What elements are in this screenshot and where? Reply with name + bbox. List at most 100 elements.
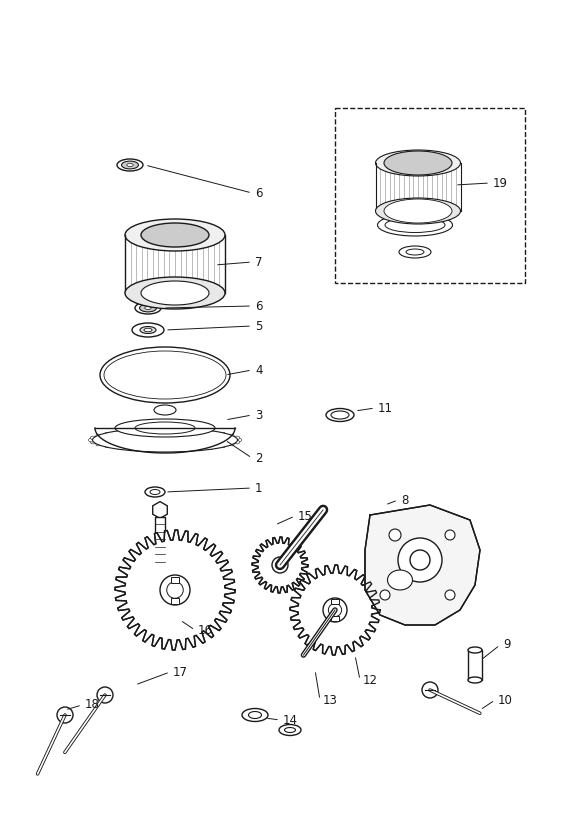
- Ellipse shape: [117, 431, 122, 437]
- Ellipse shape: [227, 441, 234, 446]
- Text: 19: 19: [493, 176, 508, 190]
- Ellipse shape: [131, 429, 136, 436]
- Ellipse shape: [326, 409, 354, 422]
- Ellipse shape: [147, 444, 151, 452]
- Ellipse shape: [131, 444, 136, 451]
- Polygon shape: [290, 565, 380, 655]
- Ellipse shape: [375, 150, 461, 176]
- Ellipse shape: [399, 246, 431, 258]
- Ellipse shape: [147, 428, 151, 436]
- Text: 2: 2: [255, 452, 262, 465]
- Ellipse shape: [163, 444, 167, 452]
- Bar: [171, 597, 179, 603]
- Text: 12: 12: [363, 673, 378, 686]
- Circle shape: [398, 538, 442, 582]
- Text: 10: 10: [498, 694, 513, 706]
- Text: 8: 8: [401, 494, 408, 507]
- Ellipse shape: [248, 711, 262, 719]
- Text: 3: 3: [255, 409, 262, 422]
- Ellipse shape: [125, 219, 225, 251]
- Ellipse shape: [285, 728, 296, 733]
- Ellipse shape: [140, 326, 156, 334]
- Text: 4: 4: [255, 363, 262, 377]
- Ellipse shape: [104, 351, 226, 399]
- Polygon shape: [365, 505, 480, 625]
- Text: 18: 18: [85, 699, 100, 711]
- Ellipse shape: [163, 428, 167, 436]
- Ellipse shape: [208, 443, 213, 449]
- Ellipse shape: [100, 347, 230, 403]
- Text: 5: 5: [255, 320, 262, 333]
- Ellipse shape: [117, 159, 143, 171]
- Ellipse shape: [384, 151, 452, 175]
- Ellipse shape: [331, 411, 349, 419]
- Ellipse shape: [279, 724, 301, 736]
- Text: 14: 14: [283, 714, 298, 727]
- Text: 17: 17: [173, 666, 188, 678]
- Ellipse shape: [242, 709, 268, 722]
- Ellipse shape: [194, 429, 199, 436]
- Text: 13: 13: [323, 694, 338, 706]
- Ellipse shape: [227, 434, 234, 439]
- Ellipse shape: [135, 302, 161, 314]
- Ellipse shape: [384, 199, 452, 223]
- Ellipse shape: [96, 441, 103, 446]
- Bar: [331, 616, 339, 620]
- Ellipse shape: [117, 443, 122, 449]
- Ellipse shape: [179, 428, 183, 436]
- Ellipse shape: [378, 214, 452, 236]
- Ellipse shape: [139, 304, 156, 312]
- Ellipse shape: [105, 442, 111, 447]
- Ellipse shape: [90, 440, 97, 444]
- Circle shape: [160, 575, 190, 605]
- Text: 1: 1: [255, 481, 262, 494]
- Bar: [468, 650, 482, 680]
- Circle shape: [389, 529, 401, 541]
- Circle shape: [97, 687, 113, 703]
- Ellipse shape: [150, 489, 160, 494]
- Ellipse shape: [388, 570, 413, 590]
- Bar: [331, 599, 339, 604]
- Ellipse shape: [89, 438, 96, 442]
- Polygon shape: [153, 502, 167, 518]
- Bar: [171, 577, 179, 583]
- Text: 11: 11: [378, 401, 393, 414]
- Ellipse shape: [468, 647, 482, 653]
- Ellipse shape: [375, 198, 461, 224]
- Circle shape: [57, 707, 73, 723]
- Ellipse shape: [194, 444, 199, 451]
- Ellipse shape: [219, 442, 225, 447]
- Ellipse shape: [468, 677, 482, 683]
- Text: 6: 6: [255, 186, 262, 199]
- Ellipse shape: [208, 431, 213, 437]
- Ellipse shape: [154, 405, 176, 415]
- Ellipse shape: [406, 249, 424, 255]
- Ellipse shape: [219, 433, 225, 438]
- Ellipse shape: [105, 433, 111, 438]
- Ellipse shape: [141, 281, 209, 305]
- Text: 15: 15: [298, 509, 313, 522]
- Ellipse shape: [385, 218, 445, 232]
- Circle shape: [410, 550, 430, 570]
- Ellipse shape: [125, 277, 225, 309]
- Ellipse shape: [233, 436, 240, 440]
- Circle shape: [422, 682, 438, 698]
- Ellipse shape: [145, 487, 165, 497]
- Ellipse shape: [145, 307, 151, 310]
- Ellipse shape: [179, 444, 183, 452]
- Circle shape: [445, 530, 455, 540]
- Ellipse shape: [135, 422, 195, 434]
- Bar: [155, 517, 165, 569]
- Ellipse shape: [127, 163, 134, 166]
- Ellipse shape: [234, 438, 241, 442]
- Ellipse shape: [96, 434, 103, 439]
- Text: 9: 9: [503, 639, 511, 652]
- Text: 7: 7: [255, 255, 262, 269]
- Circle shape: [323, 598, 347, 622]
- Ellipse shape: [90, 436, 97, 440]
- Polygon shape: [115, 530, 235, 650]
- Circle shape: [272, 557, 288, 573]
- Bar: [335, 108, 525, 283]
- Ellipse shape: [132, 323, 164, 337]
- Ellipse shape: [144, 328, 152, 332]
